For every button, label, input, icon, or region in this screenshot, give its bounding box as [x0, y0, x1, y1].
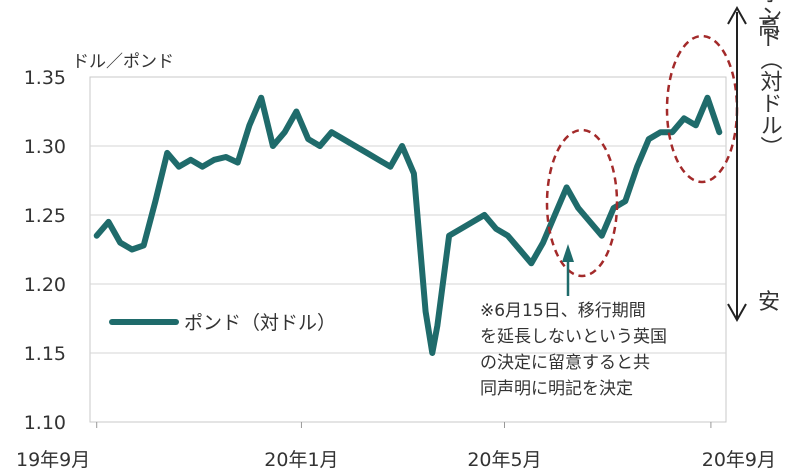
series-point: [599, 233, 605, 239]
series-point: [423, 309, 429, 315]
series-point: [505, 233, 511, 239]
series-point: [176, 164, 182, 170]
y-tick-label: 1.30: [24, 136, 66, 158]
direction-axis-label: ポンド（対ドル）: [757, 0, 783, 158]
plot-area: [89, 76, 727, 423]
series-point: [305, 136, 311, 142]
series-point: [716, 129, 722, 135]
series-point: [634, 164, 640, 170]
annotation-note-line: を延長しないという英国: [480, 327, 667, 347]
series-point: [188, 157, 194, 163]
series-point: [458, 226, 464, 232]
x-tick-label: 20年9月: [702, 449, 776, 471]
annotation-arrow-head: [562, 244, 574, 262]
y-tick-label: 1.35: [24, 67, 66, 89]
series-point: [376, 157, 382, 163]
series-point: [693, 122, 699, 128]
series-point: [681, 115, 687, 121]
series-point: [705, 95, 711, 101]
series-point: [352, 143, 358, 149]
series-point: [470, 219, 476, 225]
series-point: [387, 164, 393, 170]
x-tick-label: 19年9月: [16, 449, 90, 471]
series-point: [528, 260, 534, 266]
series-point: [446, 233, 452, 239]
series-point: [141, 242, 147, 248]
annotation-note: ※6月15日、移行期間を延長しないという英国の決定に留意すると共同声明に明記を決…: [480, 301, 667, 399]
y-tick-label: 1.20: [24, 274, 66, 296]
series-point: [282, 129, 288, 135]
series-point: [211, 157, 217, 163]
series-point: [223, 154, 229, 160]
series-point: [199, 164, 205, 170]
series-point: [493, 226, 499, 232]
legend-label: ポンド（対ドル）: [184, 312, 336, 334]
series-point: [481, 212, 487, 218]
y-tick-label: 1.15: [24, 343, 66, 365]
gridlines: [90, 145, 726, 354]
series-point: [94, 233, 100, 239]
series-point: [364, 150, 370, 156]
series-point: [293, 109, 299, 114]
series-point: [575, 205, 581, 211]
series-point: [258, 95, 264, 101]
series-point: [105, 219, 111, 225]
series-point: [317, 143, 323, 149]
series-point: [164, 150, 170, 156]
highlight-ellipse-june: [545, 128, 619, 278]
direction-arrow-down: [727, 303, 747, 323]
series-point: [669, 129, 675, 135]
y-tick-label: 1.25: [24, 205, 66, 227]
series-point: [646, 136, 652, 142]
series-point: [517, 247, 523, 252]
annotation-note-line: ※6月15日、移行期間: [480, 301, 646, 321]
annotation-arrow: [562, 244, 574, 296]
x-axis-ticks: 19年9月 20年1月 20年5月 20年9月: [16, 422, 776, 471]
series-point: [540, 240, 546, 246]
annotation-note-line: の決定に留意すると共: [480, 353, 650, 373]
series-point: [411, 171, 417, 177]
series-point: [587, 219, 593, 225]
y-tick-label: 1.10: [24, 412, 66, 434]
series-point: [129, 247, 135, 252]
series-point: [434, 322, 440, 328]
series-point: [399, 143, 405, 149]
series-point: [611, 205, 617, 211]
series-points: [94, 95, 722, 356]
legend: ポンド（対ドル）: [109, 312, 336, 334]
series-point: [564, 184, 570, 190]
series-point: [622, 198, 628, 204]
high-label: 高: [758, 15, 780, 40]
series-point: [340, 136, 346, 142]
series-point: [117, 240, 123, 246]
y-axis-ticks: 1.35 1.30 1.25 1.20 1.15 1.10: [24, 67, 66, 434]
series-point: [329, 129, 335, 135]
low-label: 安: [758, 290, 780, 315]
series-point: [658, 129, 664, 135]
series-point: [270, 143, 276, 149]
series-point: [152, 198, 158, 204]
x-tick-label: 20年1月: [264, 449, 338, 471]
x-tick-label: 20年5月: [467, 449, 541, 471]
series-point: [552, 212, 558, 218]
series-point: [429, 350, 435, 356]
direction-arrow-up: [727, 5, 747, 25]
series-point: [246, 122, 252, 128]
direction-axis: 高 ポンド（対ドル） 安: [727, 0, 783, 323]
annotation-note-line: 同声明に明記を決定: [480, 379, 633, 399]
y-axis-unit-label: ドル／ポンド: [72, 52, 174, 72]
series-point: [235, 160, 241, 166]
